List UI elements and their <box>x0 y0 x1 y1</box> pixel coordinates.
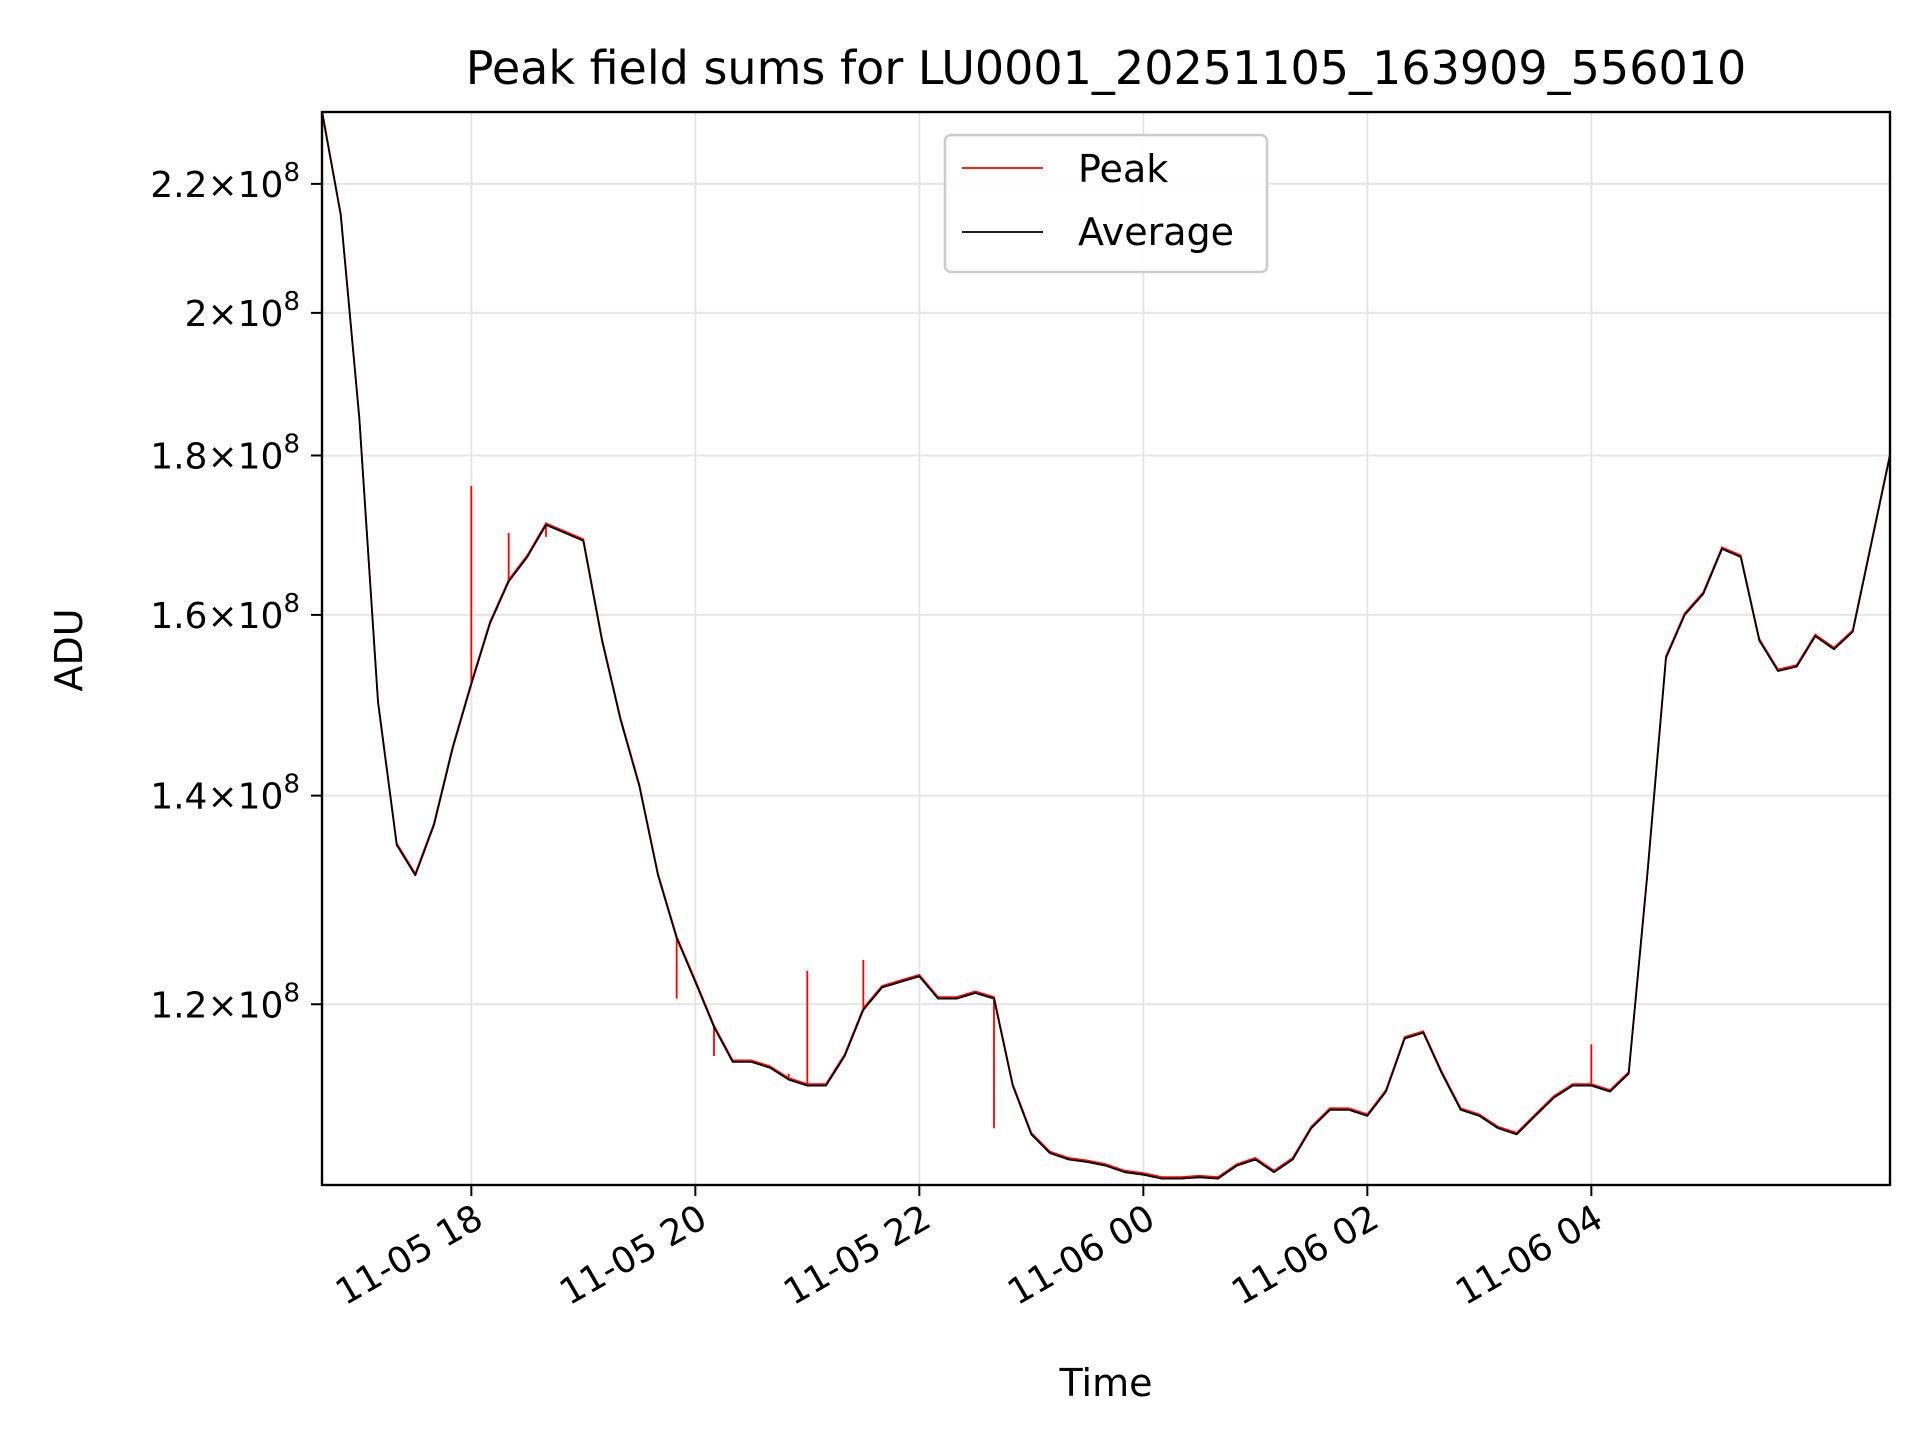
y-tick-label: 1.6×108 <box>150 589 300 637</box>
y-tick-times: × <box>207 596 237 637</box>
y-tick-exponent: 8 <box>283 978 300 1008</box>
y-tick-mantissa: 2 <box>185 294 208 335</box>
legend-label-average: Average <box>1078 210 1234 254</box>
y-tick-exponent: 8 <box>283 158 300 188</box>
y-tick-times: × <box>207 165 237 206</box>
series-layer <box>322 112 1890 1180</box>
y-tick-label: 2.2×108 <box>150 158 300 206</box>
y-tick-base: 10 <box>238 165 284 206</box>
y-tick-times: × <box>207 294 237 335</box>
y-tick-times: × <box>207 436 237 477</box>
y-tick-mantissa: 1.8 <box>150 436 207 477</box>
y-axis-label: ADU <box>47 608 91 691</box>
legend-label-peak: Peak <box>1078 147 1168 191</box>
y-tick-times: × <box>207 777 237 818</box>
y-tick-exponent: 8 <box>283 429 300 459</box>
series-average-line <box>322 112 1890 1180</box>
y-tick-base: 10 <box>238 436 284 477</box>
y-tick-label: 2×108 <box>185 287 300 335</box>
y-tick-exponent: 8 <box>283 589 300 619</box>
y-tick-base: 10 <box>238 294 284 335</box>
y-tick-mantissa: 2.2 <box>150 165 207 206</box>
y-tick-base: 10 <box>238 596 284 637</box>
y-tick-label: 1.4×108 <box>150 770 300 818</box>
y-tick-exponent: 8 <box>283 287 300 317</box>
y-tick-exponent: 8 <box>283 770 300 800</box>
chart-title: Peak field sums for LU0001_20251105_1639… <box>466 41 1747 95</box>
y-tick-base: 10 <box>238 777 284 818</box>
y-tick-label: 1.8×108 <box>150 429 300 477</box>
legend: Peak Average <box>943 133 1269 274</box>
y-tick-mantissa: 1.2 <box>150 985 207 1026</box>
y-tick-mantissa: 1.6 <box>150 596 207 637</box>
series-peak-line <box>322 112 1890 1179</box>
legend-box <box>943 133 1269 274</box>
y-tick-label: 1.2×108 <box>150 978 300 1026</box>
y-tick-mantissa: 1.4 <box>150 777 207 818</box>
x-axis-label: Time <box>1059 1361 1153 1405</box>
plot-frame <box>320 110 1892 1187</box>
y-tick-times: × <box>207 985 237 1026</box>
grid-lines <box>322 112 1890 1185</box>
y-tick-base: 10 <box>238 985 284 1026</box>
